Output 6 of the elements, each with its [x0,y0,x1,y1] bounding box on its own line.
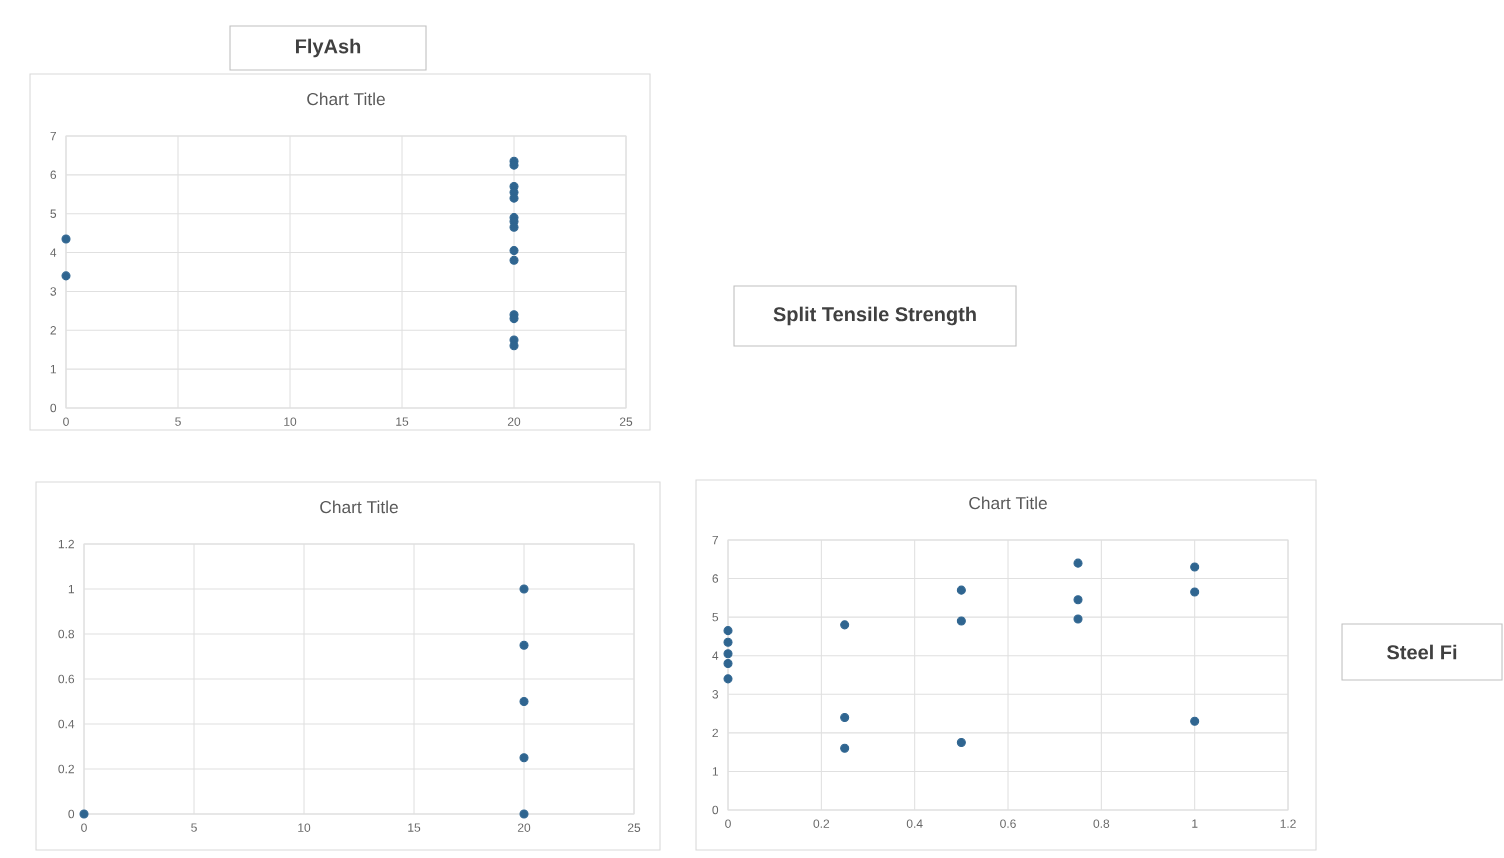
chart-title: Chart Title [320,500,398,514]
text: FlyAsh [296,38,361,58]
text: Split Tensile Strength [773,306,976,326]
text: Steel Fi [1387,644,1457,660]
chart-title: Chart Title [307,92,385,106]
chart-title: Chart Title [969,496,1047,510]
